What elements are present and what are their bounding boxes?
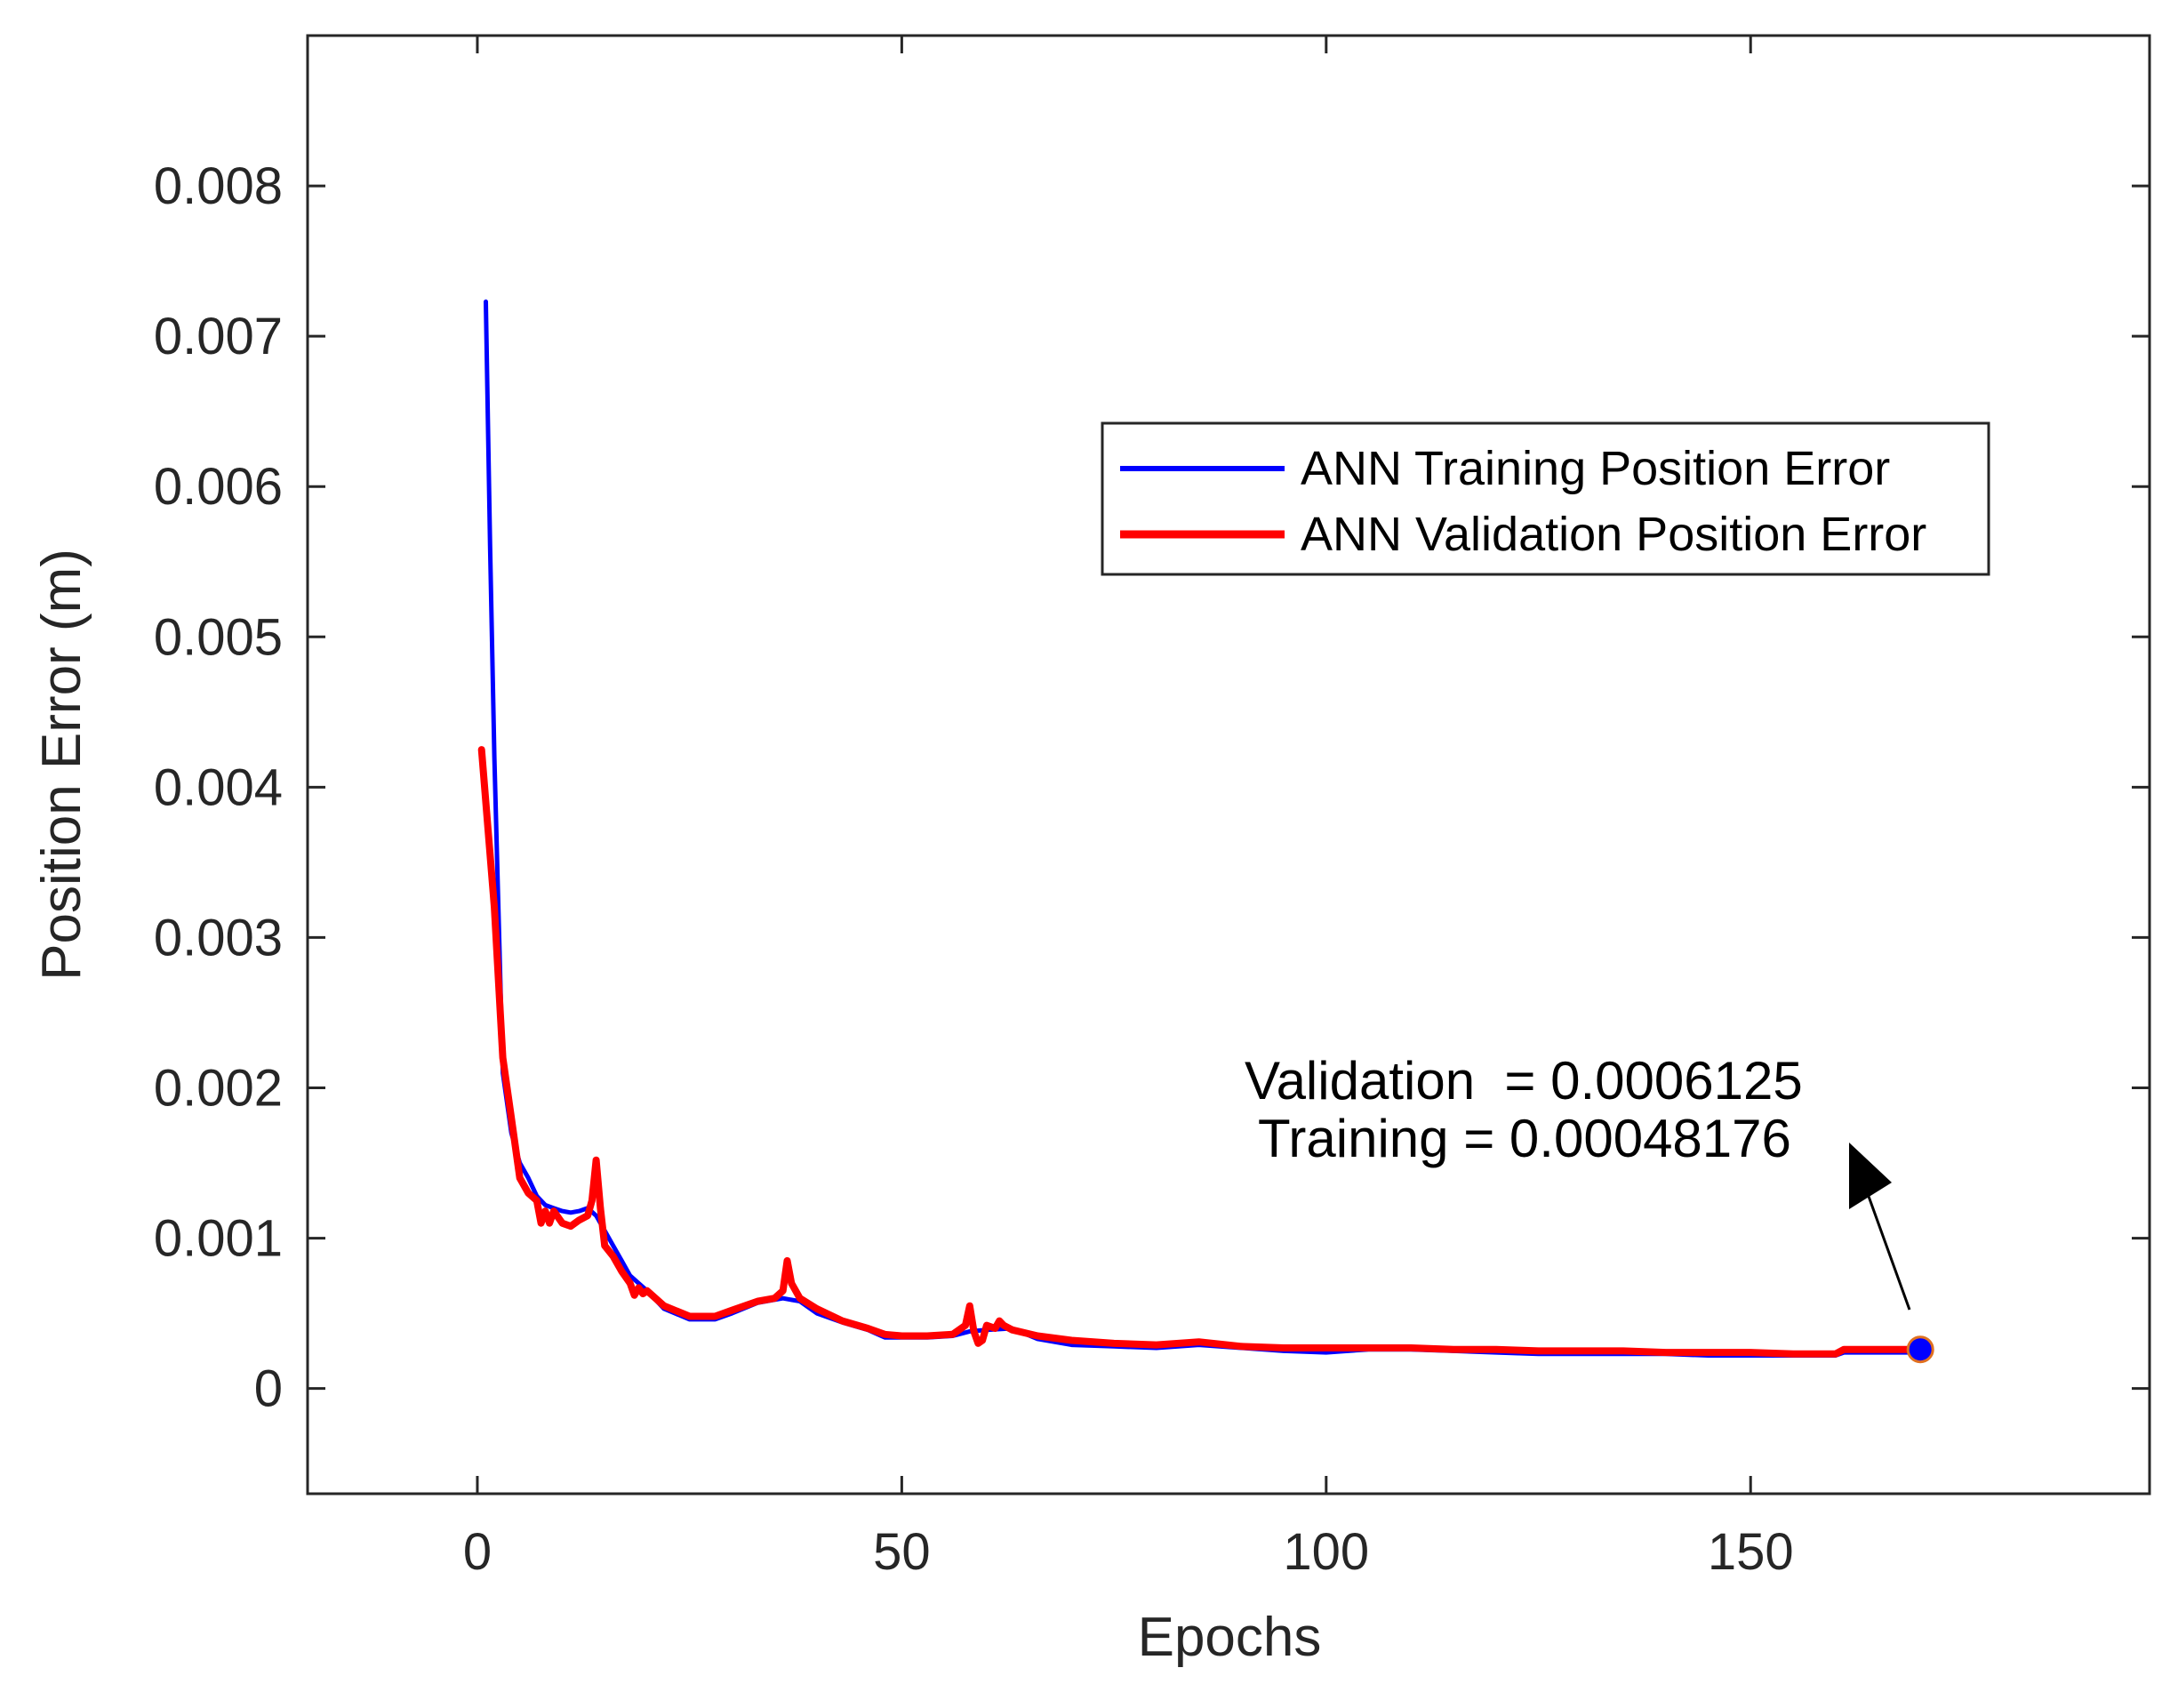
y-tick-label: 0.005 <box>154 608 283 666</box>
x-axis-label: Epochs <box>1138 1607 1322 1668</box>
tick-labels: 0 50 100 150 0 0.001 0.002 0.003 0.004 0.005 0.006… <box>154 157 1794 1581</box>
y-tick-label: 0.006 <box>154 458 283 516</box>
x-tick-label: 0 <box>463 1523 492 1581</box>
x-tick-label: 150 <box>1708 1523 1794 1581</box>
y-tick-label: 0.008 <box>154 157 283 215</box>
y-tick-label: 0.002 <box>154 1060 283 1118</box>
annotation-arrow-head <box>1849 1143 1892 1209</box>
y-tick-label: 0 <box>254 1360 283 1418</box>
y-tick-label: 0.004 <box>154 758 283 816</box>
x-tick-label: 50 <box>873 1523 931 1581</box>
final-epoch-marker <box>1906 1335 1934 1364</box>
legend: ANN Training Position Error ANN Validati… <box>1101 421 1990 576</box>
series-layer <box>477 299 1925 1358</box>
y-axis-label: Position Error (m) <box>31 549 92 981</box>
annotation-training: Training = 0.00048176 <box>1258 1109 1791 1168</box>
y-tick-label: 0.001 <box>154 1210 283 1268</box>
annotation: Validation = 0.0006125 Training = 0.0004… <box>1245 1051 1911 1311</box>
series-line-validation <box>477 746 1925 1358</box>
axis-ticks <box>308 36 2150 1494</box>
y-tick-label: 0.007 <box>154 308 283 365</box>
legend-box <box>1101 421 1990 576</box>
axes-box <box>306 34 2151 1496</box>
x-tick-label: 100 <box>1283 1523 1369 1581</box>
y-tick-label: 0.003 <box>154 909 283 966</box>
legend-label-training: ANN Training Position Error <box>1301 442 1890 495</box>
annotation-validation: Validation = 0.0006125 <box>1245 1051 1803 1111</box>
annotation-arrow-line <box>1865 1191 1911 1311</box>
legend-label-validation: ANN Validation Position Error <box>1301 508 1926 561</box>
